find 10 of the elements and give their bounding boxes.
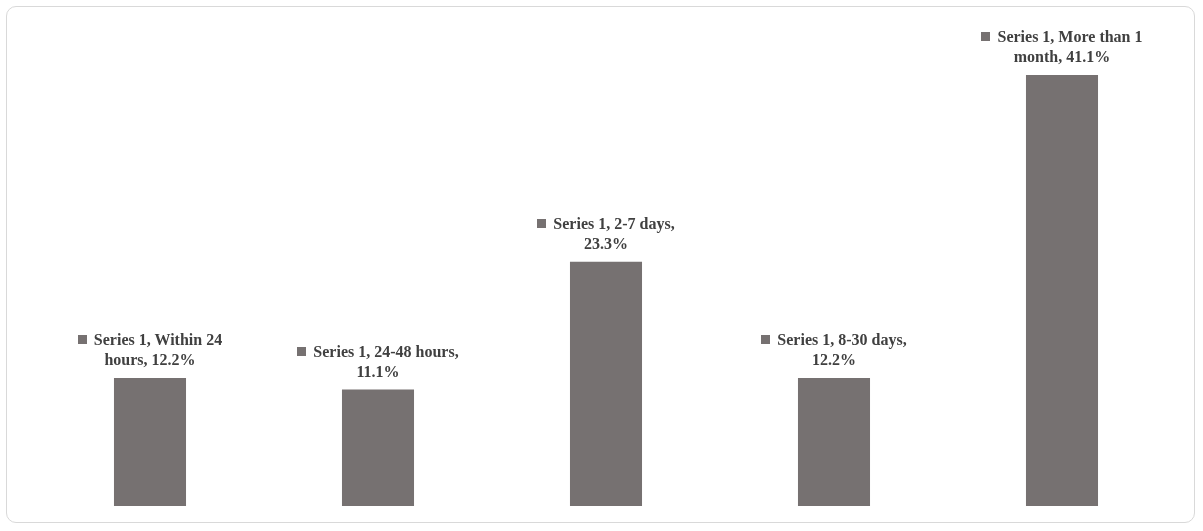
bar xyxy=(569,261,643,506)
data-label: Series 1, 2-7 days, 23.3% xyxy=(552,213,676,254)
data-label: Series 1, Within 24 hours, 12.2% xyxy=(92,330,224,371)
data-label: Series 1, 24-48 hours, 11.1% xyxy=(312,341,460,382)
data-label: Series 1, 8-30 days, 12.2% xyxy=(776,330,908,371)
bar xyxy=(113,378,187,506)
bar xyxy=(797,378,871,506)
data-label: Series 1, More than 1 month, 41.1% xyxy=(996,27,1144,67)
bar xyxy=(1025,75,1099,506)
bar xyxy=(341,389,415,506)
